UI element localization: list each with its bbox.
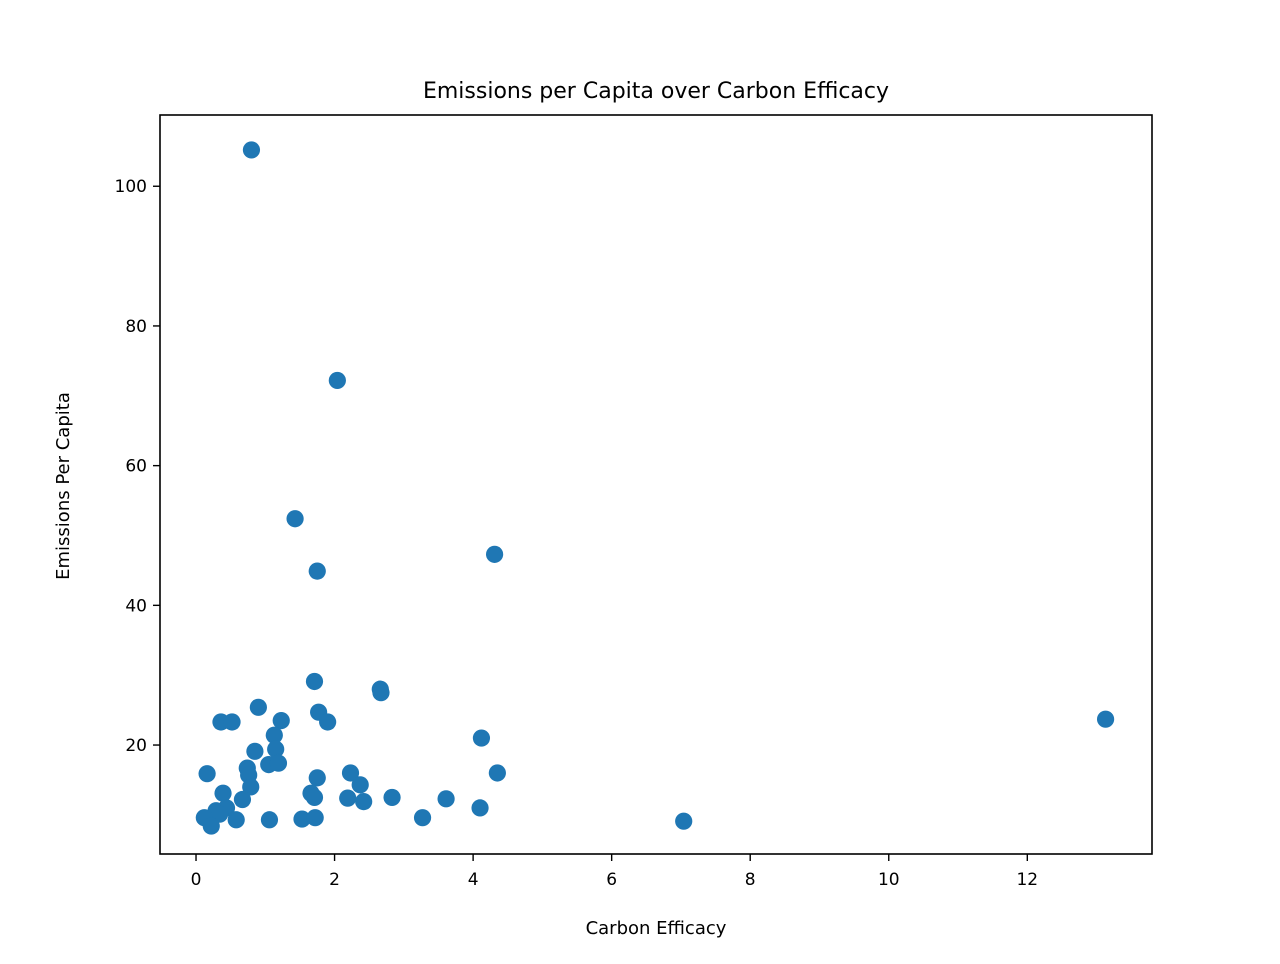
- data-point: [675, 812, 693, 830]
- x-tick-label: 0: [191, 870, 202, 890]
- data-point: [305, 788, 324, 807]
- chart-title: Emissions per Capita over Carbon Efficac…: [423, 79, 889, 104]
- data-point: [286, 510, 304, 528]
- data-point: [319, 713, 337, 731]
- y-tick-label: 20: [125, 736, 147, 756]
- data-point: [471, 799, 489, 817]
- plot-frame: [159, 114, 1153, 855]
- data-point: [227, 811, 245, 829]
- y-tick-label: 100: [115, 177, 147, 197]
- data-point: [198, 765, 216, 783]
- data-point: [293, 810, 311, 828]
- data-point: [233, 790, 252, 809]
- data-point: [249, 698, 267, 716]
- x-axis: 0 2 4 6 8 10 12: [191, 854, 1038, 890]
- data-point: [372, 684, 390, 702]
- data-point: [488, 764, 506, 782]
- x-tick-label: 10: [878, 870, 900, 890]
- data-point: [242, 141, 261, 159]
- y-tick-label: 80: [125, 317, 147, 337]
- data-point: [472, 729, 491, 747]
- data-point: [413, 809, 432, 827]
- x-axis-label: Carbon Efficacy: [586, 918, 727, 939]
- data-point: [437, 790, 455, 808]
- data-point: [265, 726, 283, 744]
- data-point: [202, 817, 220, 835]
- data-point: [223, 713, 241, 731]
- data-point: [272, 711, 290, 730]
- x-tick-label: 12: [1016, 870, 1038, 890]
- data-point: [328, 371, 346, 390]
- plot-area: [159, 114, 1153, 855]
- data-point: [214, 784, 232, 802]
- data-point: [1096, 710, 1115, 728]
- data-point: [246, 742, 264, 760]
- y-axis: 20 40 60 80 100: [115, 177, 160, 756]
- data-point: [242, 778, 260, 796]
- x-tick-label: 6: [606, 870, 617, 890]
- data-point: [305, 672, 324, 691]
- data-point: [306, 809, 324, 827]
- data-point: [269, 754, 288, 772]
- data-point: [341, 764, 360, 782]
- data-point: [351, 776, 369, 794]
- y-tick-label: 60: [125, 457, 147, 477]
- x-tick-label: 2: [329, 870, 340, 890]
- x-tick-label: 4: [468, 870, 479, 890]
- data-point: [485, 545, 504, 563]
- data-point: [267, 740, 285, 758]
- y-tick-label: 40: [125, 596, 147, 616]
- data-point: [383, 788, 401, 807]
- y-axis-label: Emissions Per Capita: [53, 392, 74, 580]
- data-point: [308, 562, 326, 580]
- data-point: [308, 769, 326, 787]
- data-point: [260, 811, 279, 829]
- data-point: [339, 789, 357, 807]
- x-tick-label: 8: [745, 870, 756, 890]
- data-point: [355, 793, 373, 811]
